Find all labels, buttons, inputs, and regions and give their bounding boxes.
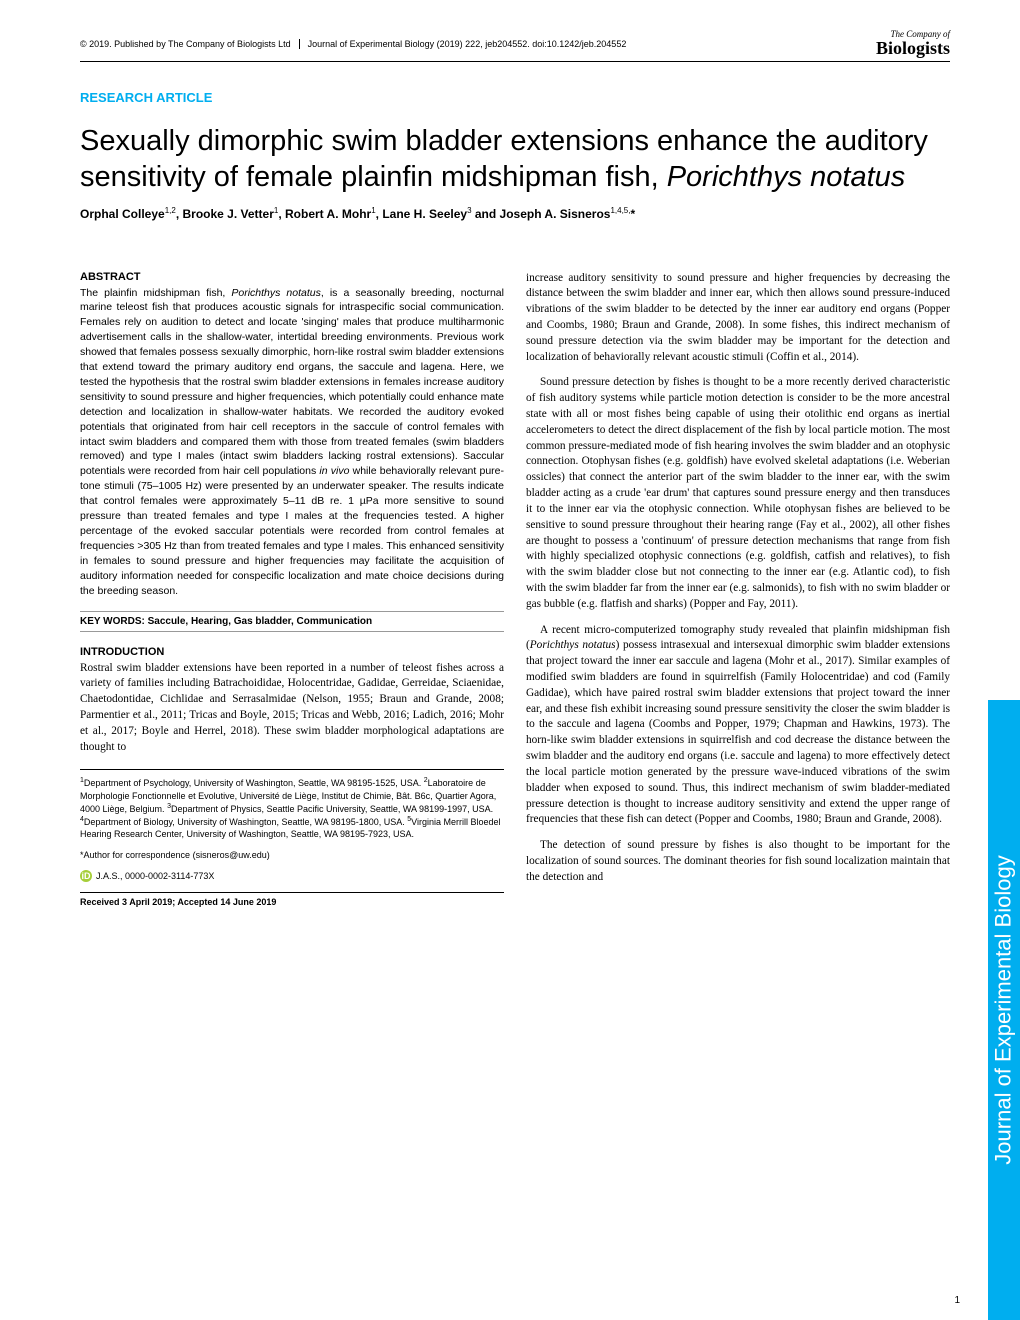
correspondence-line: *Author for correspondence (sisneros@uw.… — [80, 850, 504, 860]
received-accepted-dates: Received 3 April 2019; Accepted 14 June … — [80, 892, 504, 907]
title-species: Porichthys notatus — [667, 161, 906, 193]
orcid-icon: iD — [80, 870, 92, 882]
col2-paragraph-3: A recent micro-computerized tomography s… — [526, 623, 950, 829]
orcid-text: J.A.S., 0000-0002-3114-773X — [96, 871, 214, 881]
copyright-text: © 2019. Published by The Company of Biol… — [80, 39, 291, 49]
col2-paragraph-1: increase auditory sensitivity to sound p… — [526, 271, 950, 366]
two-column-layout: ABSTRACT The plainfin midshipman fish, P… — [80, 271, 950, 908]
abstract-body: The plainfin midshipman fish, Porichthys… — [80, 286, 504, 599]
right-column: increase auditory sensitivity to sound p… — [526, 271, 950, 908]
page-number: 1 — [954, 1295, 960, 1306]
header-left: © 2019. Published by The Company of Biol… — [80, 39, 626, 49]
article-title: Sexually dimorphic swim bladder extensio… — [80, 123, 950, 196]
journal-side-tab: Journal of Experimental Biology — [988, 700, 1020, 1320]
introduction-heading: INTRODUCTION — [80, 646, 504, 658]
journal-citation: Journal of Experimental Biology (2019) 2… — [308, 39, 627, 49]
publisher-logo: The Company of Biologists — [876, 30, 950, 57]
col2-paragraph-4: The detection of sound pressure by fishe… — [526, 838, 950, 885]
author-list: Orphal Colleye1,2, Brooke J. Vetter1, Ro… — [80, 206, 950, 221]
side-tab-text: Journal of Experimental Biology — [991, 855, 1017, 1164]
orcid-line: iD J.A.S., 0000-0002-3114-773X — [80, 870, 504, 882]
left-column: ABSTRACT The plainfin midshipman fish, P… — [80, 271, 504, 908]
keywords-line: KEY WORDS: Saccule, Hearing, Gas bladder… — [80, 611, 504, 632]
abstract-heading: ABSTRACT — [80, 271, 504, 283]
col2-paragraph-2: Sound pressure detection by fishes is th… — [526, 375, 950, 612]
page-container: © 2019. Published by The Company of Biol… — [0, 0, 1020, 1320]
running-header: © 2019. Published by The Company of Biol… — [80, 30, 950, 62]
header-divider — [299, 39, 300, 49]
article-type-label: RESEARCH ARTICLE — [80, 90, 950, 105]
logo-bottom-text: Biologists — [876, 39, 950, 57]
affiliations-block: 1Department of Psychology, University of… — [80, 769, 504, 840]
intro-paragraph-1: Rostral swim bladder extensions have bee… — [80, 661, 504, 756]
